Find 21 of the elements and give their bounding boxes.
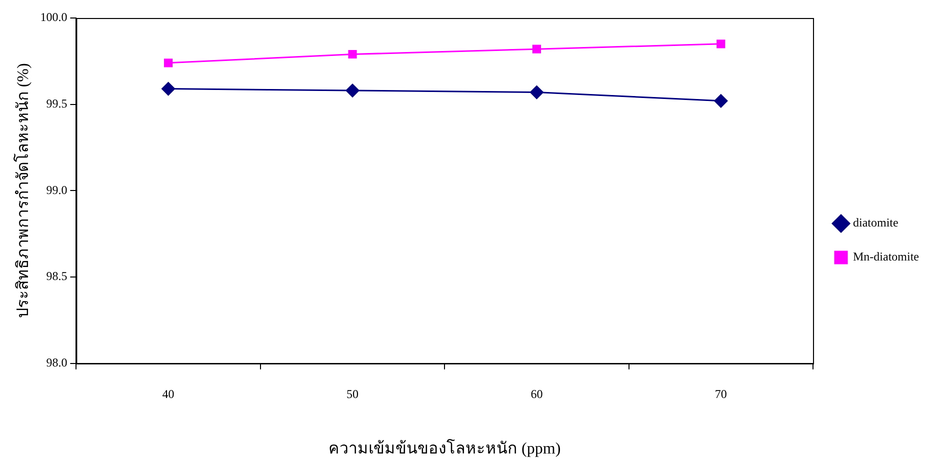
- x-tick-label: 70: [714, 386, 727, 401]
- y-tick-label: 99.5: [46, 96, 68, 111]
- y-tick-label: 98.5: [46, 269, 68, 284]
- point: [346, 84, 360, 98]
- point: [530, 86, 544, 100]
- y-tick-label: 100.0: [40, 10, 68, 24]
- legend-label: diatomite: [853, 216, 898, 230]
- point: [716, 40, 726, 48]
- x-tick-label: 60: [530, 386, 543, 401]
- y-tick-label: 98.0: [46, 356, 68, 370]
- x-tick-label: 40: [162, 386, 174, 401]
- point: [532, 44, 541, 54]
- point: [164, 58, 173, 68]
- y-tick-label: 99.0: [46, 182, 68, 197]
- legend-label: Mn-diatomite: [853, 250, 920, 264]
- point: [162, 82, 176, 96]
- x-axis-title: ความเข้มข้นของโลหะหนัก (ppm): [328, 438, 561, 458]
- point: [348, 50, 357, 59]
- x-tick-label: 50: [346, 386, 359, 401]
- point: [714, 94, 728, 108]
- y-axis-title: ประสิทธิภาพการกำจัดโลหะหนัก (%): [12, 63, 32, 318]
